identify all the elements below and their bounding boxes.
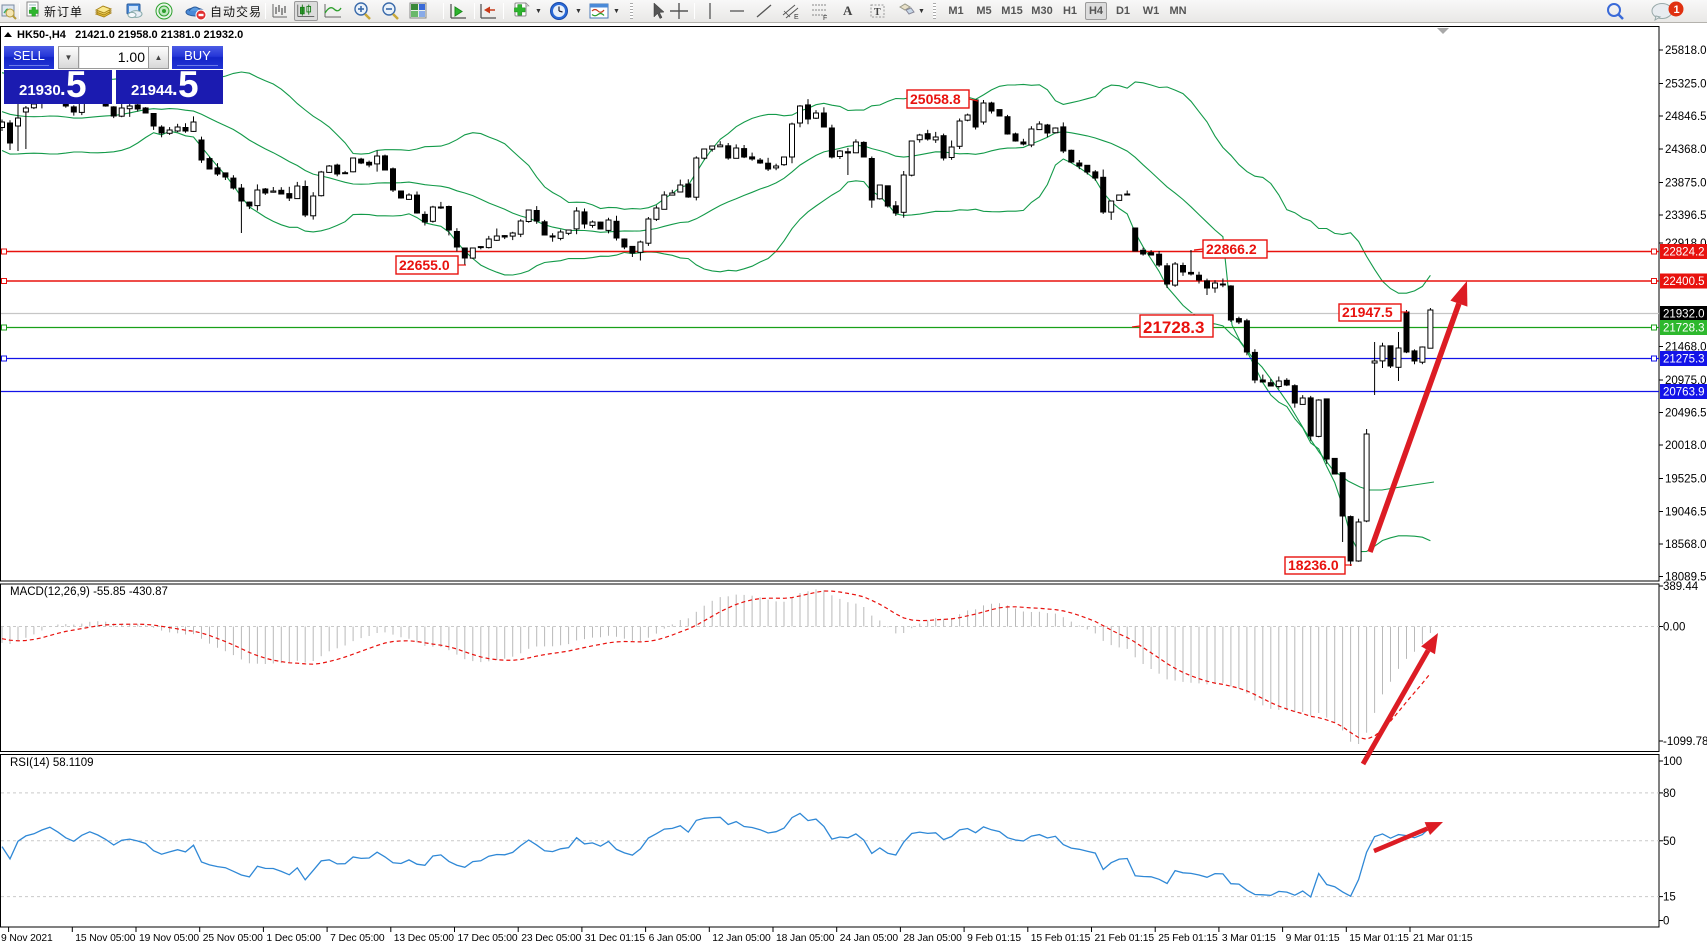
svg-text:3 Mar 01:15: 3 Mar 01:15: [1222, 933, 1276, 944]
svg-text:E: E: [794, 14, 799, 21]
svg-text:20496.5: 20496.5: [1665, 408, 1707, 420]
svg-text:20975.0: 20975.0: [1665, 375, 1707, 387]
svg-text:24368.0: 24368.0: [1665, 144, 1707, 156]
svg-text:T: T: [874, 7, 881, 18]
svg-text:20763.9: 20763.9: [1663, 387, 1705, 399]
svg-text:7 Dec 05:00: 7 Dec 05:00: [330, 933, 385, 944]
svg-text:21947.5: 21947.5: [1342, 304, 1393, 320]
svg-text:15 Feb 01:15: 15 Feb 01:15: [1031, 933, 1091, 944]
svg-text:9 Nov 2021: 9 Nov 2021: [1, 933, 53, 944]
svg-text:100: 100: [1663, 756, 1682, 768]
svg-text:21275.3: 21275.3: [1663, 354, 1705, 366]
svg-text:F: F: [823, 15, 827, 21]
svg-text:RSI(14) 58.1109: RSI(14) 58.1109: [10, 757, 94, 769]
svg-text:25 Nov 05:00: 25 Nov 05:00: [203, 933, 263, 944]
svg-text:0: 0: [1663, 916, 1669, 928]
svg-text:6 Jan 05:00: 6 Jan 05:00: [649, 933, 702, 944]
svg-text:25818.0: 25818.0: [1665, 45, 1707, 57]
svg-text:23 Dec 05:00: 23 Dec 05:00: [521, 933, 581, 944]
svg-text:9 Feb 01:15: 9 Feb 01:15: [967, 933, 1021, 944]
svg-text:13 Dec 05:00: 13 Dec 05:00: [394, 933, 454, 944]
svg-text:25058.8: 25058.8: [910, 91, 961, 107]
svg-text:24 Jan 05:00: 24 Jan 05:00: [840, 933, 899, 944]
svg-text:22866.2: 22866.2: [1206, 241, 1257, 257]
svg-text:21 Mar 01:15: 21 Mar 01:15: [1413, 933, 1473, 944]
svg-text:15: 15: [1663, 892, 1676, 904]
svg-text:17 Dec 05:00: 17 Dec 05:00: [458, 933, 518, 944]
svg-text:12 Jan 05:00: 12 Jan 05:00: [712, 933, 771, 944]
svg-text:21728.3: 21728.3: [1143, 318, 1204, 337]
svg-text:1 Dec 05:00: 1 Dec 05:00: [266, 933, 321, 944]
svg-text:18 Jan 05:00: 18 Jan 05:00: [776, 933, 835, 944]
svg-text:0.00: 0.00: [1663, 622, 1685, 634]
svg-text:20018.0: 20018.0: [1665, 440, 1707, 452]
svg-text:22824.2: 22824.2: [1663, 247, 1705, 259]
svg-text:23875.0: 23875.0: [1665, 177, 1707, 189]
svg-text:50: 50: [1663, 836, 1676, 848]
svg-text:1: 1: [1674, 4, 1680, 16]
svg-text:23396.5: 23396.5: [1665, 210, 1707, 222]
svg-text:25325.0: 25325.0: [1665, 79, 1707, 91]
svg-text:HK50-,H4 21421.0 21958.0 213: HK50-,H4 21421.0 21958.0 21381.0 21932.0: [17, 29, 243, 41]
svg-text:21728.3: 21728.3: [1663, 323, 1705, 335]
svg-text:21932.0: 21932.0: [1663, 309, 1705, 321]
svg-text:15 Nov 05:00: 15 Nov 05:00: [75, 933, 135, 944]
svg-text:21 Feb 01:15: 21 Feb 01:15: [1095, 933, 1155, 944]
svg-text:MACD(12,26,9) -55.85 -430.87: MACD(12,26,9) -55.85 -430.87: [10, 586, 168, 598]
svg-text:-1099.78: -1099.78: [1663, 736, 1707, 748]
svg-text:389.44: 389.44: [1663, 581, 1699, 593]
svg-text:22655.0: 22655.0: [399, 257, 450, 273]
svg-text:22400.5: 22400.5: [1663, 276, 1705, 288]
svg-text:25 Feb 01:15: 25 Feb 01:15: [1158, 933, 1218, 944]
svg-text:15 Mar 01:15: 15 Mar 01:15: [1349, 933, 1409, 944]
svg-text:80: 80: [1663, 788, 1676, 800]
svg-text:19046.5: 19046.5: [1665, 506, 1707, 518]
svg-text:31 Dec 01:15: 31 Dec 01:15: [585, 933, 645, 944]
svg-text:19525.0: 19525.0: [1665, 474, 1707, 486]
svg-text:18236.0: 18236.0: [1288, 557, 1339, 573]
svg-text:18089.5: 18089.5: [1665, 572, 1707, 584]
svg-text:24846.5: 24846.5: [1665, 111, 1707, 123]
svg-text:9 Mar 01:15: 9 Mar 01:15: [1286, 933, 1340, 944]
svg-text:21468.0: 21468.0: [1665, 341, 1707, 353]
svg-text:18568.0: 18568.0: [1665, 539, 1707, 551]
svg-text:19 Nov 05:00: 19 Nov 05:00: [139, 933, 199, 944]
svg-text:28 Jan 05:00: 28 Jan 05:00: [903, 933, 962, 944]
